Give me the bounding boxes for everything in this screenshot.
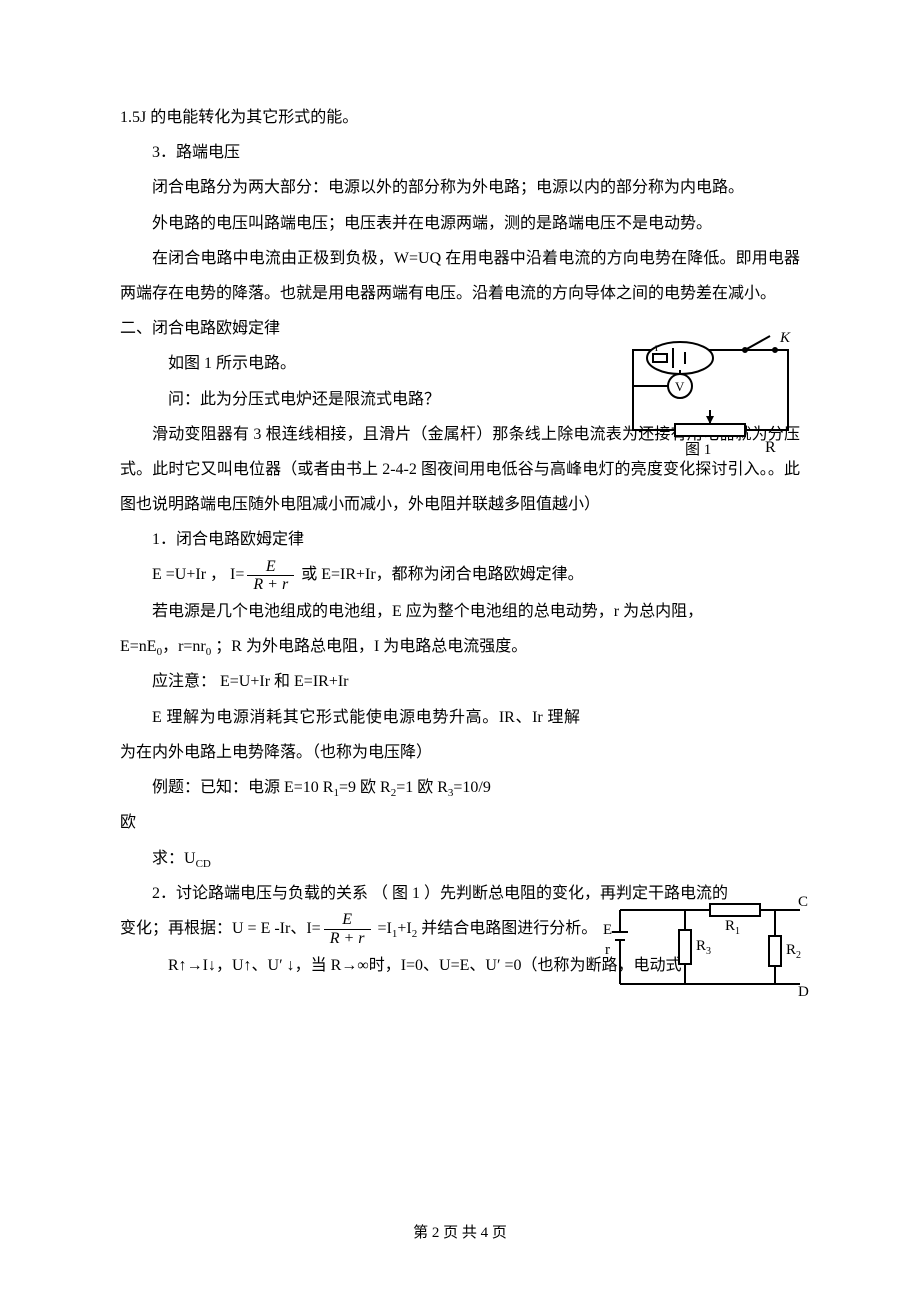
equation-1: E =U+Ir ， I=ER + r 或 E=IR+Ir，都称为闭合电路欧姆定律…: [120, 557, 800, 593]
fig1-caption: 图 1: [685, 441, 711, 458]
page: 1.5J 的电能转化为其它形式的能。 3．路端电压 闭合电路分为两大部分：电源以…: [0, 0, 920, 1300]
fig2-R2-label: R2: [786, 942, 801, 961]
subheading-3: 3．路端电压: [120, 135, 800, 170]
subheading-1: 1．闭合电路欧姆定律: [120, 522, 800, 557]
page-footer: 第 2 页 共 4 页: [0, 1217, 920, 1250]
fig1-k-label: K: [779, 330, 791, 346]
para-1d: E 理解为电源消耗其它形式能使电源电势升高。IR、Ir 理解为在内外电路上电势降…: [120, 700, 800, 770]
h2b2-den: R + r: [324, 930, 371, 948]
fig1-R-label: R: [765, 439, 776, 456]
eq1-den: R + r: [247, 576, 294, 594]
ex-pre: 例题：已知：电源 E=10 R: [152, 779, 333, 796]
ex-m1: =9 欧 R: [339, 779, 391, 796]
fig2-C-label: C: [798, 894, 808, 910]
fig1-r-label: r: [655, 340, 659, 354]
p1b-a: E=nE: [120, 638, 157, 655]
h2b2-mid: +I: [397, 920, 411, 937]
para-3a: 闭合电路分为两大部分：电源以外的部分称为外电路；电源以内的部分称为内电路。: [120, 170, 800, 205]
figure-1: r K V R 图 1: [625, 328, 800, 471]
fig2-R1-label: R1: [725, 918, 740, 937]
lead-line: 1.5J 的电能转化为其它形式的能。: [120, 100, 800, 135]
fig2-R3-label: R3: [696, 938, 711, 957]
ex-m2: =1 欧 R: [396, 779, 448, 796]
eq1-num: E: [247, 558, 294, 577]
h2b2-num: E: [324, 911, 371, 930]
fraction-1: ER + r: [247, 558, 294, 594]
para-1c: 应注意： E=U+Ir 和 E=IR+Ir: [120, 664, 800, 699]
para-3b: 外电路的电压叫路端电压；电压表并在电源两端，测的是路端电压不是电动势。: [120, 206, 800, 241]
p1b-mid: ，r=nr: [162, 638, 206, 655]
circuit-1-svg: r K V R 图 1: [625, 328, 800, 458]
para-1b: E=nE0，r=nr0 ；R 为外电路总电阻，I 为电路总电流强度。: [120, 629, 800, 664]
h2b2-post: =I: [374, 920, 392, 937]
exq-pre: 求：U: [152, 850, 196, 867]
fraction-2: ER + r: [324, 911, 371, 947]
h2b2-end: 并结合电路图进行分析。: [417, 920, 597, 937]
circuit-2-svg: E r R1 R2 R3 C D: [600, 892, 810, 1002]
fig1-v-label: V: [675, 379, 685, 394]
example-unit: 欧: [120, 805, 800, 840]
fig2-E-label: E: [603, 922, 612, 938]
para-3c: 在闭合电路中电流由正极到负极，W=UQ 在用电器中沿着电流的方向电势在降低。即用…: [120, 241, 800, 311]
h2b2-pre: 变化；再根据：U = E -Ir、I=: [120, 920, 321, 937]
example-question: 求：UCD: [120, 841, 800, 876]
example-given: 例题：已知：电源 E=10 R1=9 欧 R2=1 欧 R3=10/9: [120, 770, 800, 805]
exq-sub: CD: [196, 858, 211, 870]
ex-m3: =10/9: [453, 779, 490, 796]
para-1a: 若电源是几个电池组成的电池组，E 应为整个电池组的总电动势，r 为总内阻，: [120, 594, 800, 629]
eq1-pre: E =U+Ir ， I=: [152, 566, 244, 583]
p1b-end: ；R 为外电路总电阻，I 为电路总电流强度。: [211, 638, 527, 655]
eq1-post: 或 E=IR+Ir，都称为闭合电路欧姆定律。: [297, 566, 583, 583]
fig2-r-label: r: [605, 942, 610, 958]
fig2-D-label: D: [798, 984, 809, 1000]
figure-2: E r R1 R2 R3 C D: [600, 892, 810, 1015]
